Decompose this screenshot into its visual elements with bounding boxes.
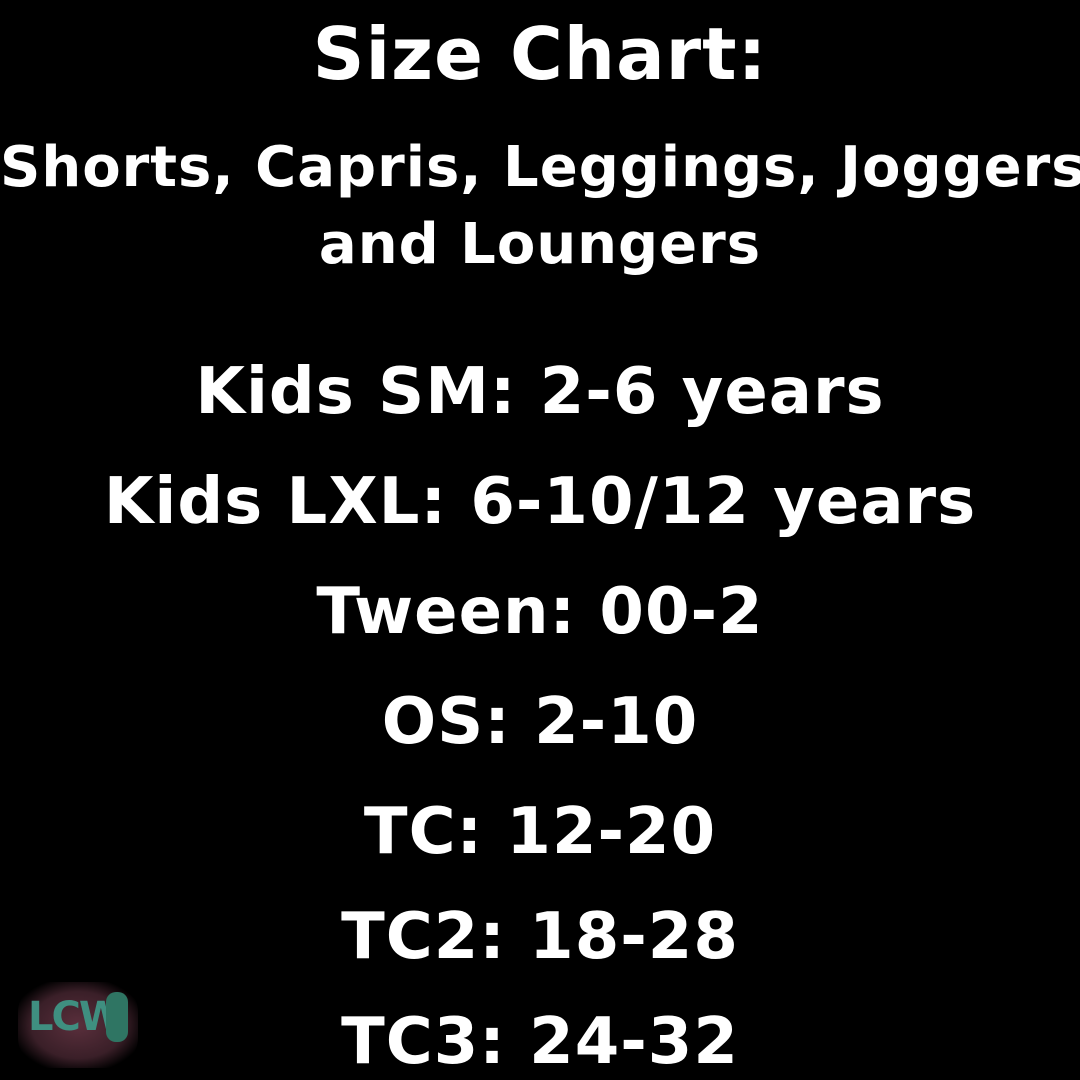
subtitle-line-2: and Loungers: [318, 212, 762, 277]
size-item: TC3: 24-32: [341, 1005, 739, 1079]
page-title: Size Chart:: [312, 12, 768, 96]
size-item: Kids SM: 2-6 years: [195, 355, 885, 429]
size-item: TC: 12-20: [363, 795, 717, 869]
size-item: TC2: 18-28: [341, 900, 739, 974]
size-item: Tween: 00-2: [316, 575, 764, 649]
subtitle-line-1: Shorts, Capris, Leggings, Joggers: [0, 135, 1080, 200]
cactus-icon: [106, 992, 128, 1042]
brand-logo: LCW: [18, 982, 138, 1068]
size-item: OS: 2-10: [381, 685, 699, 759]
size-item: Kids LXL: 6-10/12 years: [103, 465, 977, 539]
